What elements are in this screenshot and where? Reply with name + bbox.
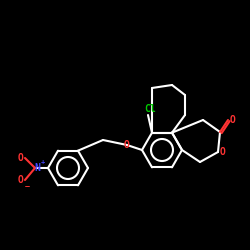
Text: −: − bbox=[24, 182, 29, 192]
Text: O: O bbox=[220, 147, 226, 157]
Text: O: O bbox=[18, 153, 24, 163]
Text: Cl: Cl bbox=[144, 104, 156, 114]
Text: O: O bbox=[230, 115, 236, 125]
Text: O: O bbox=[124, 140, 130, 150]
Text: +: + bbox=[41, 159, 45, 165]
Text: O: O bbox=[18, 175, 24, 185]
Text: N: N bbox=[34, 163, 40, 173]
